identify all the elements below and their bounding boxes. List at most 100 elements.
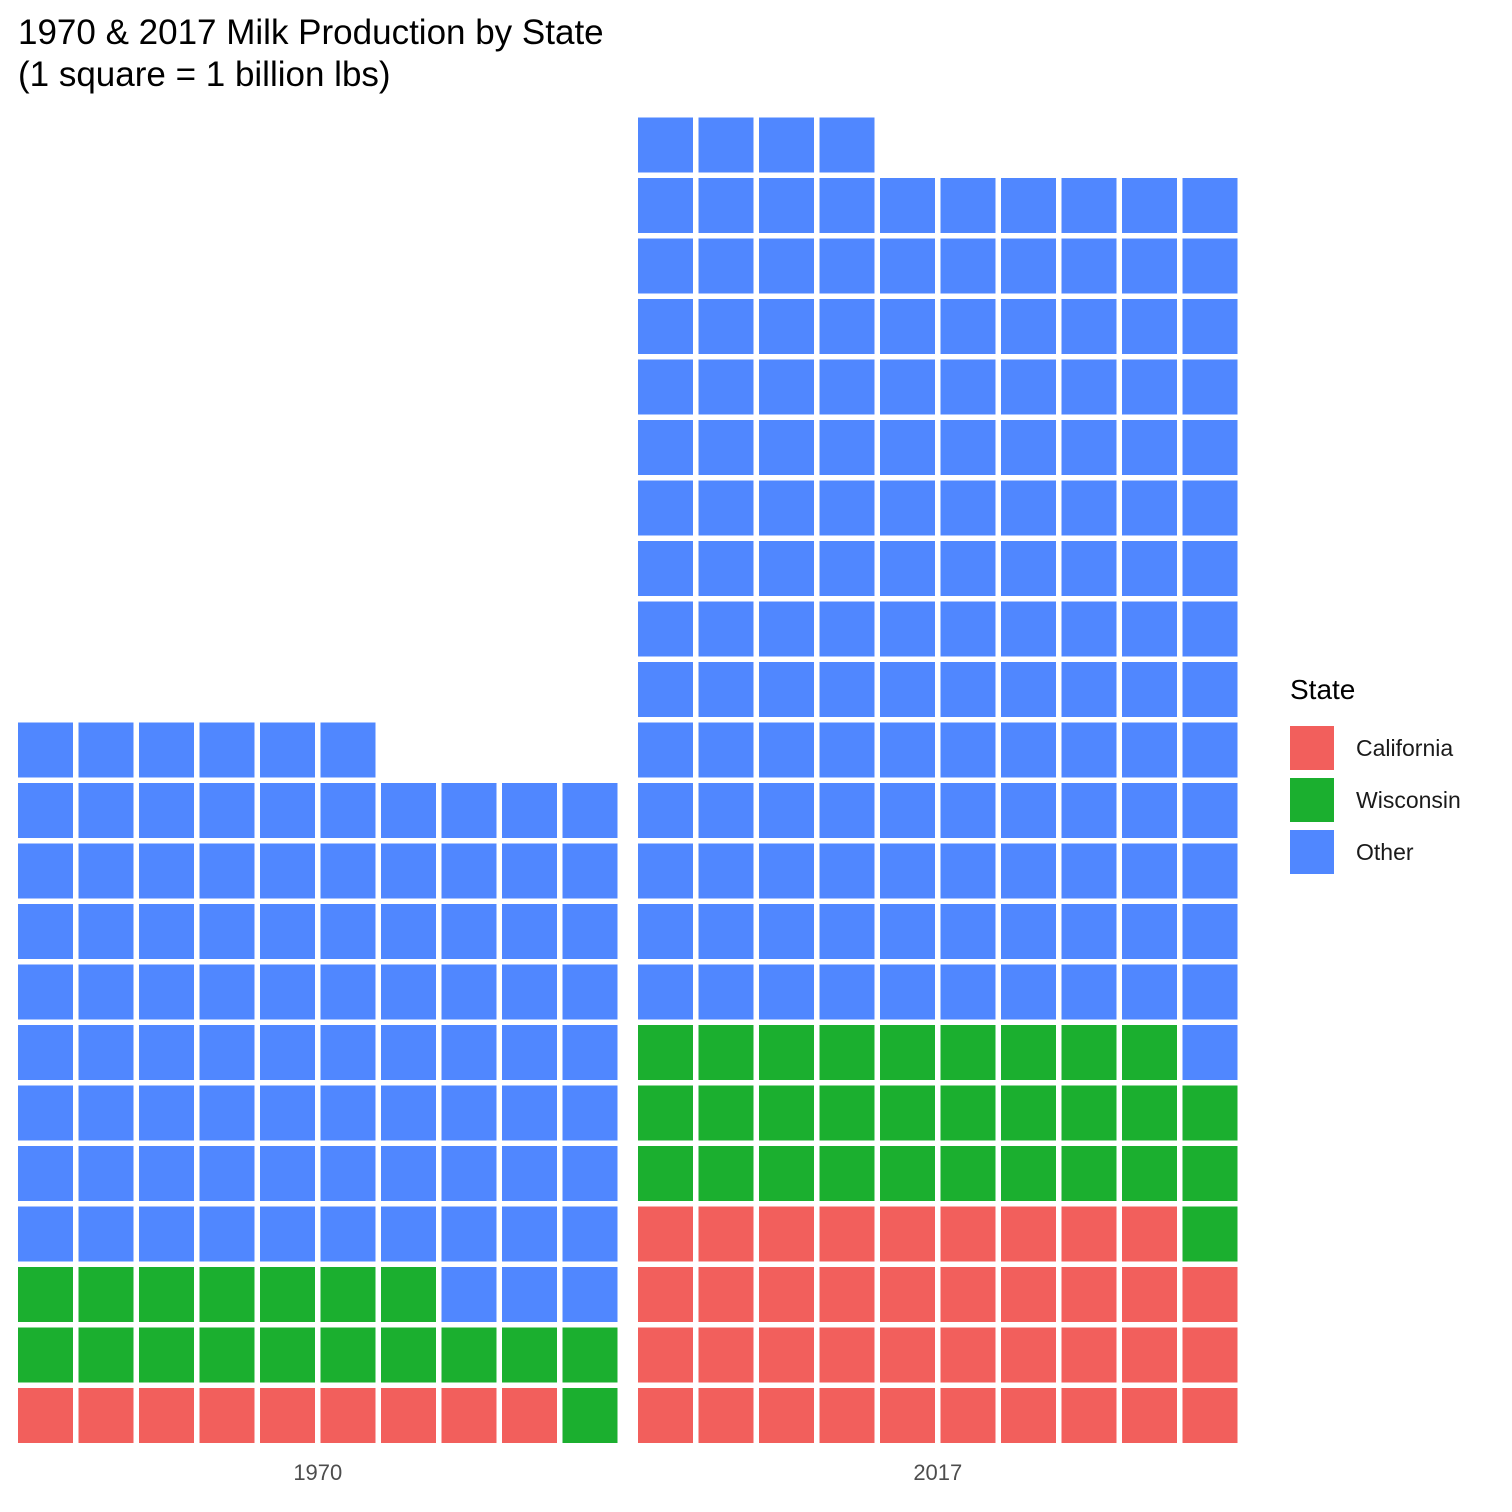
waffle-square-wisconsin [1061,1085,1117,1141]
waffle-square-other [199,1025,255,1080]
waffle-square-other [441,1085,497,1141]
waffle-square-other [1122,238,1177,294]
waffle-square-other [698,904,754,959]
legend-label-wisconsin: Wisconsin [1356,786,1461,813]
waffle-square-california [18,1388,73,1443]
waffle-square-california [1061,1327,1117,1383]
waffle-square-wisconsin [940,1025,996,1080]
waffle-square-california [1122,1327,1177,1383]
waffle-square-other [1182,480,1238,536]
waffle-square-other [940,904,996,959]
waffle-square-other [638,722,693,778]
waffle-square-other [78,1085,134,1141]
waffle-square-other [940,238,996,294]
waffle-square-california [320,1388,376,1443]
waffle-square-other [1061,178,1117,233]
waffle-square-other [199,722,255,778]
waffle-square-other [562,1025,618,1080]
waffle-square-california [759,1206,814,1262]
waffle-square-other [880,178,935,233]
waffle-square-other [819,601,875,657]
waffle-square-california [880,1327,935,1383]
panel-label-1970: 1970 [293,1460,342,1485]
waffle-square-california [940,1206,996,1262]
waffle-square-other [199,1146,255,1201]
waffle-square-other [759,117,814,173]
waffle-square-wisconsin [320,1267,376,1322]
waffle-square-wisconsin [441,1327,497,1383]
waffle-square-wisconsin [1122,1025,1177,1080]
waffle-square-wisconsin [78,1267,134,1322]
waffle-square-other [698,238,754,294]
waffle-square-other [819,904,875,959]
waffle-square-california [698,1327,754,1383]
waffle-square-wisconsin [638,1146,693,1201]
waffle-square-other [698,541,754,596]
legend-label-other: Other [1356,838,1414,865]
panel-1970 [18,722,618,1443]
waffle-square-california [638,1206,693,1262]
legend-label-california: California [1356,734,1454,761]
waffle-square-other [1061,359,1117,415]
waffle-square-other [1122,359,1177,415]
waffle-square-other [1122,783,1177,838]
waffle-square-other [441,843,497,899]
waffle-square-other [819,117,875,173]
waffle-square-other [880,541,935,596]
waffle-square-other [638,601,693,657]
waffle-square-other [1122,601,1177,657]
waffle-square-other [381,904,436,959]
waffle-square-other [880,299,935,354]
waffle-square-california [1182,1267,1238,1322]
waffle-square-wisconsin [139,1267,194,1322]
waffle-square-wisconsin [562,1388,618,1443]
waffle-square-other [880,238,935,294]
waffle-square-other [819,299,875,354]
waffle-square-other [940,541,996,596]
waffle-square-other [698,722,754,778]
waffle-square-other [1182,541,1238,596]
waffle-square-other [18,783,73,838]
waffle-square-wisconsin [260,1267,315,1322]
waffle-square-other [320,1025,376,1080]
waffle-square-other [759,904,814,959]
waffle-square-other [880,904,935,959]
waffle-square-other [1061,783,1117,838]
waffle-square-other [441,1267,497,1322]
waffle-square-other [260,1206,315,1262]
waffle-square-other [698,299,754,354]
waffle-square-other [199,843,255,899]
waffle-square-other [698,480,754,536]
waffle-square-other [441,1025,497,1080]
waffle-square-other [139,964,194,1020]
waffle-square-other [18,722,73,778]
waffle-square-other [381,783,436,838]
waffle-square-other [880,722,935,778]
waffle-square-california [199,1388,255,1443]
waffle-square-other [562,964,618,1020]
waffle-square-other [1122,904,1177,959]
waffle-square-wisconsin [139,1327,194,1383]
waffle-square-other [1061,662,1117,717]
waffle-square-other [819,541,875,596]
waffle-square-other [759,359,814,415]
waffle-square-other [940,601,996,657]
waffle-square-other [320,1085,376,1141]
waffle-square-other [759,480,814,536]
waffle-square-other [940,480,996,536]
waffle-square-other [1182,843,1238,899]
waffle-square-other [1001,904,1056,959]
waffle-square-california [819,1206,875,1262]
waffle-square-other [1001,601,1056,657]
waffle-square-other [139,1085,194,1141]
waffle-square-wisconsin [18,1267,73,1322]
waffle-square-other [502,1085,557,1141]
waffle-square-other [441,1146,497,1201]
waffle-square-other [1182,722,1238,778]
waffle-square-other [940,722,996,778]
waffle-square-other [819,783,875,838]
waffle-square-other [698,420,754,475]
waffle-square-other [1061,480,1117,536]
waffle-square-other [638,480,693,536]
waffle-square-other [78,904,134,959]
